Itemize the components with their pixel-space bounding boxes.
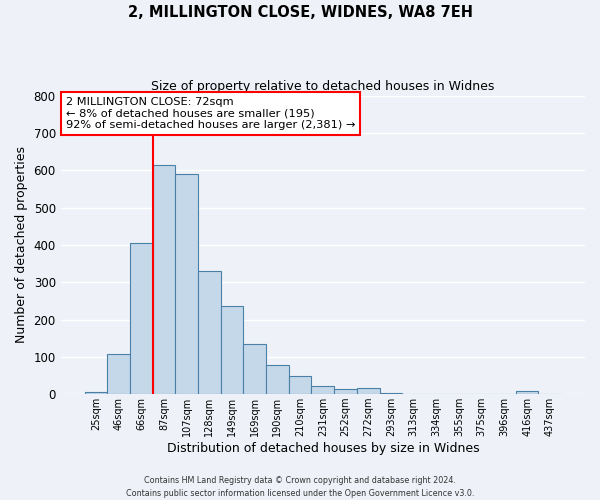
Bar bbox=[380, 393, 402, 394]
Bar bbox=[130, 243, 152, 394]
Text: 2 MILLINGTON CLOSE: 72sqm
← 8% of detached houses are smaller (195)
92% of semi-: 2 MILLINGTON CLOSE: 72sqm ← 8% of detach… bbox=[66, 97, 355, 130]
Bar bbox=[289, 376, 311, 394]
Bar bbox=[244, 344, 266, 394]
Bar bbox=[107, 354, 130, 394]
Bar bbox=[175, 174, 198, 394]
Text: 2, MILLINGTON CLOSE, WIDNES, WA8 7EH: 2, MILLINGTON CLOSE, WIDNES, WA8 7EH bbox=[128, 5, 473, 20]
Y-axis label: Number of detached properties: Number of detached properties bbox=[15, 146, 28, 344]
Bar bbox=[516, 391, 538, 394]
Bar bbox=[357, 388, 380, 394]
Text: Contains HM Land Registry data © Crown copyright and database right 2024.
Contai: Contains HM Land Registry data © Crown c… bbox=[126, 476, 474, 498]
Bar bbox=[311, 386, 334, 394]
X-axis label: Distribution of detached houses by size in Widnes: Distribution of detached houses by size … bbox=[167, 442, 479, 455]
Bar bbox=[152, 164, 175, 394]
Bar bbox=[221, 306, 244, 394]
Bar bbox=[266, 365, 289, 394]
Title: Size of property relative to detached houses in Widnes: Size of property relative to detached ho… bbox=[151, 80, 494, 93]
Bar bbox=[85, 392, 107, 394]
Bar bbox=[198, 271, 221, 394]
Bar bbox=[334, 390, 357, 394]
